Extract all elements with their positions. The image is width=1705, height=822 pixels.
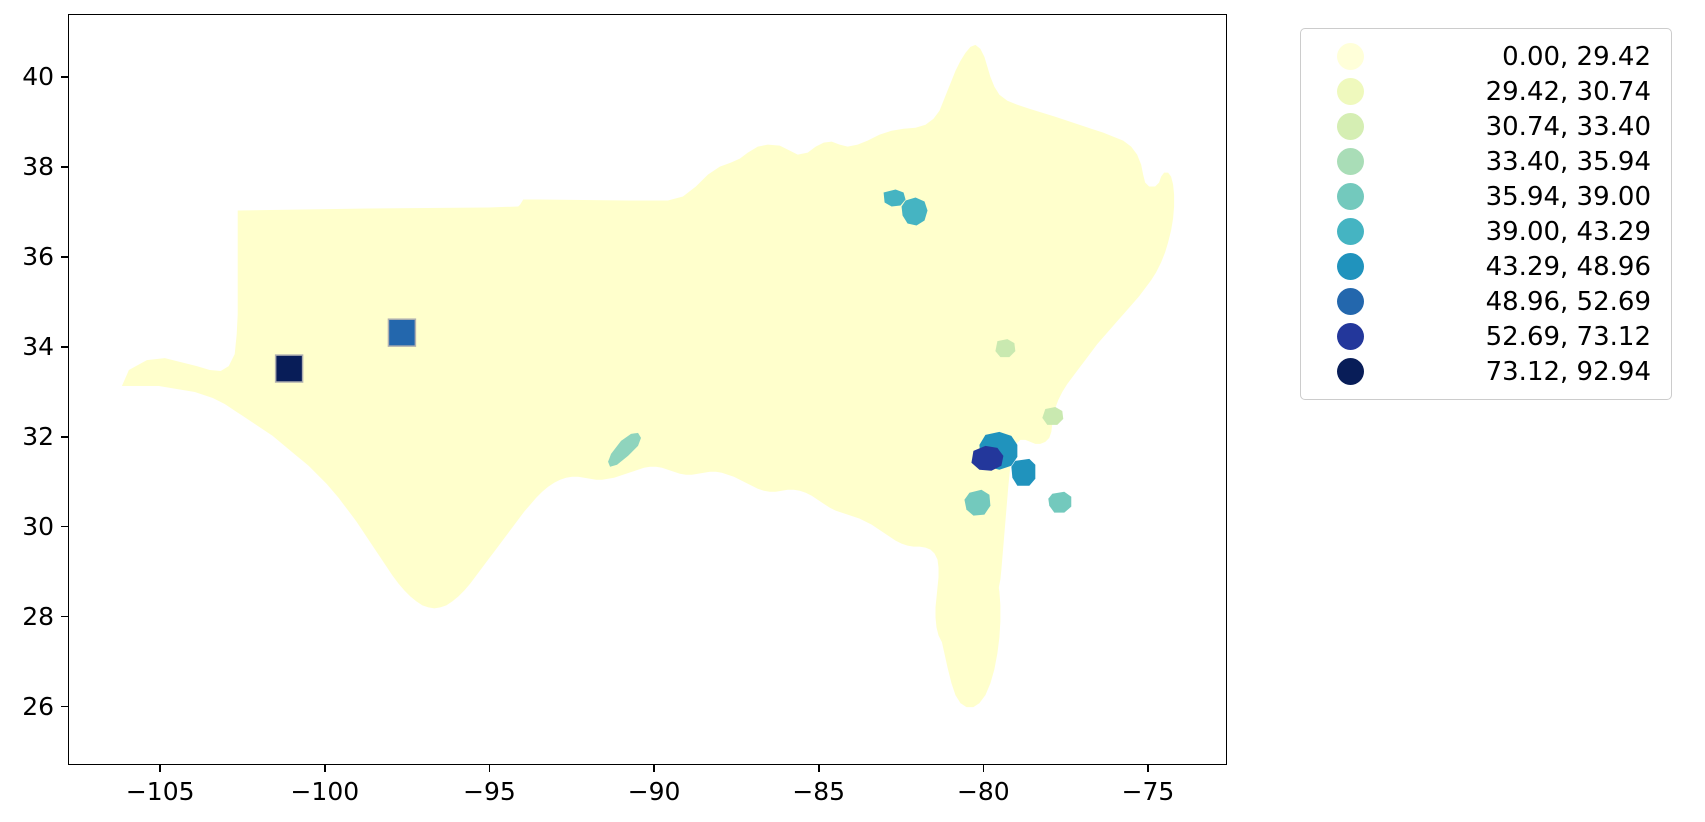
region-tennessee-county-east[interactable] xyxy=(901,197,928,226)
legend-row[interactable]: 39.00, 43.29 xyxy=(1315,214,1657,249)
x-tick-mark xyxy=(488,765,491,772)
choropleth-map[interactable] xyxy=(69,15,1226,764)
legend-label: 33.40, 35.94 xyxy=(1485,146,1651,177)
legend-row[interactable]: 43.29, 48.96 xyxy=(1315,249,1657,284)
legend-swatch-circle-icon xyxy=(1337,323,1364,350)
x-tick-label: −100 xyxy=(290,777,360,806)
legend-swatch-circle-icon xyxy=(1337,148,1364,175)
legend-label: 52.69, 73.12 xyxy=(1485,321,1651,352)
y-tick-label: 28 xyxy=(22,601,54,631)
y-tick-mark xyxy=(61,166,68,168)
y-tick-label: 40 xyxy=(22,61,54,91)
legend-row[interactable]: 29.42, 30.74 xyxy=(1315,74,1657,109)
legend-row[interactable]: 35.94, 39.00 xyxy=(1315,179,1657,214)
y-tick-mark xyxy=(61,705,68,708)
base-landmass-group xyxy=(121,44,1175,708)
legend-swatch-circle-icon xyxy=(1337,218,1364,245)
region-georgia-county-north[interactable] xyxy=(995,339,1016,358)
x-tick-label: −85 xyxy=(792,777,846,806)
x-tick-label: −105 xyxy=(125,777,195,806)
x-tick-label: −95 xyxy=(463,777,516,806)
y-tick-label: 36 xyxy=(22,241,54,271)
region-tennessee-county-west[interactable] xyxy=(883,189,906,207)
region-florida-county-west[interactable] xyxy=(964,489,991,516)
region-georgia-county-c[interactable] xyxy=(1011,458,1036,486)
legend-swatch-circle-icon xyxy=(1337,183,1364,210)
region-georgia-county-b[interactable] xyxy=(971,445,1004,471)
x-tick-mark xyxy=(159,765,161,772)
region-florida-county-east[interactable] xyxy=(1048,491,1072,513)
legend-row[interactable]: 48.96, 52.69 xyxy=(1315,284,1657,319)
legend-swatch-circle-icon xyxy=(1337,78,1364,105)
legend-label: 43.29, 48.96 xyxy=(1485,251,1651,282)
atlantic-coast-fill xyxy=(1027,184,1160,432)
legend-swatch-circle-icon xyxy=(1337,113,1364,140)
region-florida-coast-county[interactable] xyxy=(1042,406,1064,425)
y-tick-label: 34 xyxy=(22,331,54,361)
legend-label: 39.00, 43.29 xyxy=(1485,216,1651,247)
y-tick-mark xyxy=(61,345,68,348)
y-tick-mark xyxy=(61,256,68,258)
x-tick-label: −75 xyxy=(1121,777,1175,806)
legend[interactable]: 0.00, 29.42 29.42, 30.74 30.74, 33.40 33.40… xyxy=(1300,28,1672,400)
legend-row[interactable]: 33.40, 35.94 xyxy=(1315,144,1657,179)
legend-label: 73.12, 92.94 xyxy=(1485,356,1651,387)
x-tick-label: −90 xyxy=(627,777,681,806)
y-tick-mark xyxy=(61,76,68,78)
legend-swatch-circle-icon xyxy=(1337,288,1364,315)
southern-us-landmass xyxy=(121,44,1175,648)
legend-label: 29.42, 30.74 xyxy=(1485,76,1651,107)
legend-label: 0.00, 29.42 xyxy=(1502,41,1651,72)
legend-label: 30.74, 33.40 xyxy=(1485,111,1651,142)
florida-peninsula xyxy=(935,561,1001,708)
y-tick-mark xyxy=(61,615,68,618)
x-tick-mark xyxy=(1147,765,1149,772)
x-tick-mark xyxy=(653,765,655,772)
y-tick-mark xyxy=(61,435,68,438)
y-tick-label: 32 xyxy=(22,421,54,451)
x-tick-mark xyxy=(817,765,820,772)
legend-label: 35.94, 39.00 xyxy=(1485,181,1651,212)
highlighted-regions-group[interactable] xyxy=(608,189,1072,516)
legend-swatch-circle-icon xyxy=(1337,43,1364,70)
legend-row[interactable]: 30.74, 33.40 xyxy=(1315,109,1657,144)
legend-label: 48.96, 52.69 xyxy=(1485,286,1651,317)
y-tick-label: 30 xyxy=(22,511,54,541)
legend-row[interactable]: 0.00, 29.42 xyxy=(1315,39,1657,74)
marker-texas-square-midblue[interactable] xyxy=(387,318,417,347)
x-tick-mark xyxy=(324,765,326,772)
y-tick-label: 26 xyxy=(22,691,54,721)
x-tick-mark xyxy=(982,765,985,772)
legend-row[interactable]: 52.69, 73.12 xyxy=(1315,319,1657,354)
x-tick-label: −80 xyxy=(956,777,1010,806)
legend-row[interactable]: 73.12, 92.94 xyxy=(1315,354,1657,389)
marker-texas-square-darknavy[interactable] xyxy=(274,354,304,383)
map-axes[interactable] xyxy=(68,14,1227,765)
square-markers-group[interactable] xyxy=(274,318,417,383)
region-east-texas-county[interactable] xyxy=(608,432,642,467)
legend-swatch-circle-icon xyxy=(1337,253,1364,280)
y-tick-label: 38 xyxy=(22,151,54,181)
legend-swatch-circle-icon xyxy=(1337,358,1364,385)
y-tick-mark xyxy=(61,525,68,528)
